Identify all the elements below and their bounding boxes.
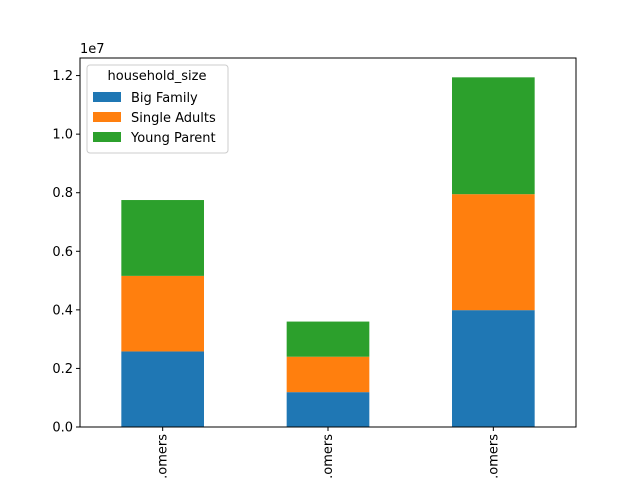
legend-label-single-adults: Single Adults [131,111,216,126]
bar-young-parent-2 [286,321,370,357]
y-scale-label: 1e7 [80,42,105,57]
legend-swatch-big-family [93,92,121,102]
legend-frame [86,64,229,154]
legend-title: household_size [108,69,207,84]
bar-young-parent-1 [121,200,204,276]
legend-entries: Big Family Single Adults Young Parent [93,91,216,146]
x-tick-label: ...omers [321,434,336,480]
y-tick-label: 0.0 [52,421,73,436]
y-tick-label: 0.6 [52,245,73,260]
bar-single-adults-1 [121,275,204,352]
bars-group [121,77,535,427]
bar-big-family-3 [452,310,535,427]
legend-swatch-single-adults [93,112,121,122]
legend-label-big-family: Big Family [131,91,198,106]
y-tick-label: 0.2 [52,362,73,377]
y-tick-label: 1.2 [52,69,73,84]
bar-single-adults-2 [286,356,370,393]
bar-big-family-2 [286,392,370,427]
bar-young-parent-3 [452,77,535,195]
legend-label-young-parent: Young Parent [130,131,216,146]
y-tick-label: 0.4 [52,303,73,318]
legend: household_size Big Family Single Adults Yo… [86,64,229,154]
legend-swatch-young-parent [93,132,121,142]
bar-single-adults-3 [452,194,535,311]
x-tick-label: ...omers [486,434,501,480]
y-tick-label: 0.8 [52,186,73,201]
axes-group: 0.0 0.2 0.4 0.6 0.8 1.0 1.2 ...omers ...omers...… [52,57,577,485]
y-tick-label: 1.0 [52,128,73,143]
x-tick-label: ...omers [156,434,171,480]
bar-big-family-1 [121,351,204,427]
